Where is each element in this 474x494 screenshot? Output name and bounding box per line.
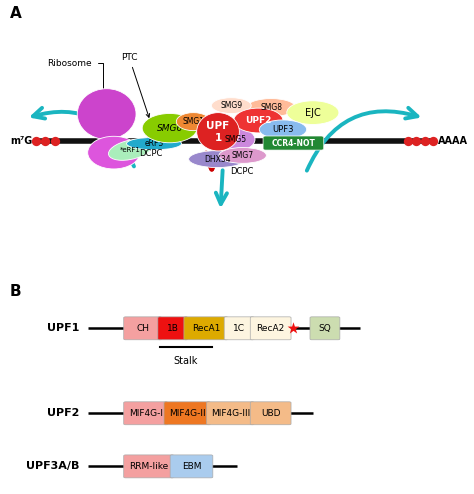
FancyBboxPatch shape: [250, 402, 291, 425]
Text: A: A: [9, 5, 21, 21]
Text: 1C: 1C: [233, 324, 245, 333]
Text: 1B: 1B: [167, 324, 179, 333]
Text: SMG1: SMG1: [182, 117, 204, 126]
Text: RecA2: RecA2: [256, 324, 285, 333]
FancyBboxPatch shape: [224, 317, 254, 340]
Text: SMG5: SMG5: [225, 135, 247, 144]
Text: eRF3: eRF3: [145, 139, 164, 148]
Ellipse shape: [127, 137, 182, 150]
Text: UPF1: UPF1: [47, 323, 79, 333]
Text: CCR4-NOT: CCR4-NOT: [272, 138, 315, 148]
Text: RRM-like: RRM-like: [129, 462, 168, 471]
Bar: [147, 123, 154, 141]
Ellipse shape: [176, 113, 210, 130]
Text: RecA1: RecA1: [192, 324, 220, 333]
Text: EBM: EBM: [182, 462, 201, 471]
Text: DCPC: DCPC: [230, 167, 254, 176]
Text: EJC: EJC: [305, 108, 321, 118]
FancyBboxPatch shape: [124, 455, 174, 478]
Text: MIF4G-III: MIF4G-III: [211, 409, 250, 418]
Text: SMG7: SMG7: [232, 151, 254, 160]
Text: SMG8: SMG8: [260, 103, 282, 112]
Ellipse shape: [77, 89, 136, 139]
Text: Stalk: Stalk: [174, 356, 198, 366]
Ellipse shape: [109, 139, 152, 161]
Text: UPF2: UPF2: [245, 116, 272, 125]
Text: UPF3A/B: UPF3A/B: [26, 461, 79, 471]
Ellipse shape: [259, 120, 307, 139]
Text: MIF4G-II: MIF4G-II: [169, 409, 206, 418]
Point: [289, 325, 297, 332]
Text: UPF3: UPF3: [272, 125, 294, 134]
Text: UBD: UBD: [261, 409, 281, 418]
Text: SMG6: SMG6: [156, 124, 183, 132]
Ellipse shape: [234, 108, 283, 133]
Text: *eRF1: *eRF1: [120, 147, 141, 153]
FancyBboxPatch shape: [124, 402, 168, 425]
Text: CH: CH: [136, 324, 149, 333]
Text: m⁷G: m⁷G: [10, 136, 32, 146]
Text: SQ: SQ: [319, 324, 331, 333]
Point: [412, 137, 420, 145]
Point: [41, 137, 49, 145]
Text: PTC: PTC: [121, 53, 150, 118]
Text: UPF
1: UPF 1: [206, 121, 230, 143]
Text: UPF2: UPF2: [47, 408, 79, 418]
FancyBboxPatch shape: [164, 402, 210, 425]
Text: Ribosome: Ribosome: [47, 59, 103, 103]
FancyBboxPatch shape: [263, 136, 324, 150]
Ellipse shape: [197, 113, 239, 151]
Ellipse shape: [217, 128, 255, 151]
Text: SMG9: SMG9: [220, 101, 242, 110]
Text: DHX34: DHX34: [204, 155, 230, 164]
Point: [421, 137, 428, 145]
FancyBboxPatch shape: [158, 317, 188, 340]
Point: [404, 137, 411, 145]
Ellipse shape: [246, 99, 296, 117]
Point: [429, 137, 437, 145]
Text: AAAA: AAAA: [438, 136, 468, 146]
Ellipse shape: [287, 101, 339, 124]
FancyBboxPatch shape: [207, 402, 254, 425]
FancyBboxPatch shape: [250, 317, 291, 340]
Text: B: B: [9, 284, 21, 299]
FancyBboxPatch shape: [124, 317, 162, 340]
Point: [32, 137, 39, 145]
Text: DCPC: DCPC: [139, 149, 163, 158]
Ellipse shape: [211, 98, 251, 114]
Ellipse shape: [219, 148, 266, 164]
FancyBboxPatch shape: [170, 455, 213, 478]
Text: MIF4G-I: MIF4G-I: [129, 409, 163, 418]
Ellipse shape: [189, 151, 246, 167]
FancyBboxPatch shape: [310, 317, 340, 340]
FancyBboxPatch shape: [184, 317, 228, 340]
Ellipse shape: [142, 114, 197, 143]
Ellipse shape: [88, 136, 140, 169]
Point: [51, 137, 58, 145]
